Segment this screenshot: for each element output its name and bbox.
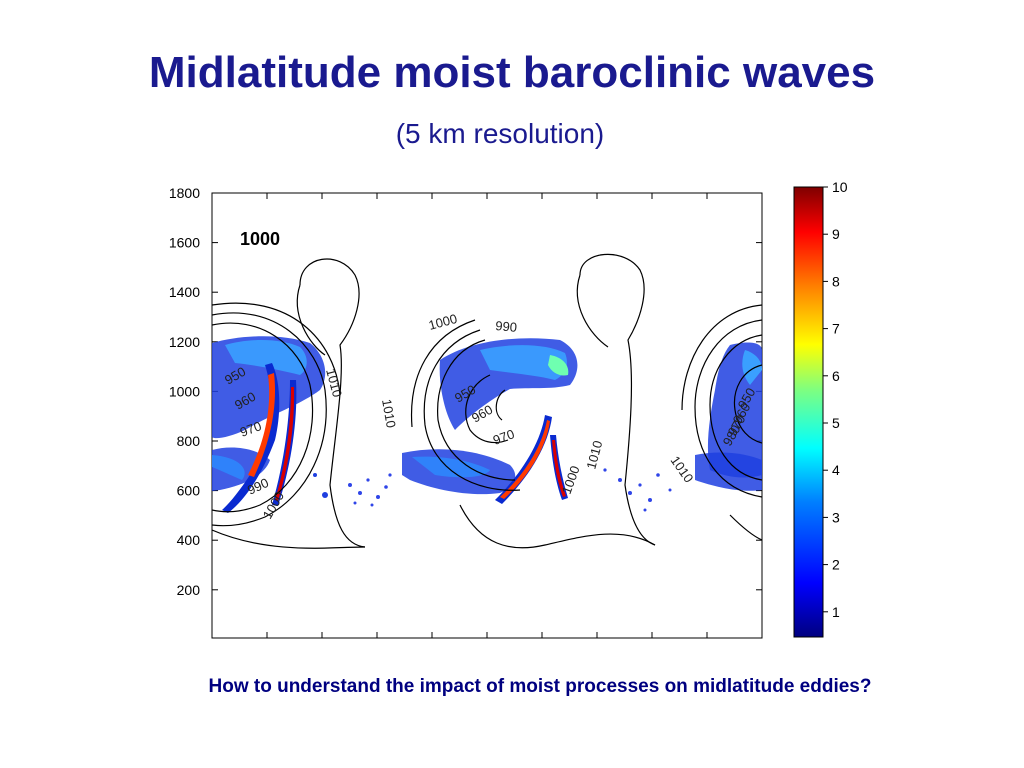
y-tick-label: 800	[177, 433, 201, 449]
contour-label: 970	[238, 418, 264, 440]
colorbar-tick-label: 1	[832, 604, 840, 620]
pressure-contours	[212, 253, 762, 549]
contour-label: 1010	[379, 398, 399, 429]
model-output-figure: 1800 1600 1400 1200 1000 800 600 400 200	[150, 175, 870, 645]
colorbar-tick-label: 7	[832, 321, 840, 337]
slide-subtitle: (5 km resolution)	[395, 118, 605, 149]
y-tick-label: 1800	[169, 185, 200, 201]
y-tick-label: 1600	[169, 235, 200, 251]
colorbar	[793, 186, 824, 638]
colorbar-tick-label: 6	[832, 368, 840, 384]
plot-frame	[211, 192, 763, 639]
colorbar-tick-label: 4	[832, 462, 840, 478]
slide-title: Midlatitude moist baroclinic waves	[148, 48, 876, 97]
y-tick-label: 1400	[169, 284, 200, 300]
precipitation-field	[212, 336, 762, 513]
contour-label: 970	[491, 426, 517, 448]
x-axis-ticks	[266, 193, 708, 638]
colorbar-tick-label: 2	[832, 557, 840, 573]
y-tick-label: 600	[177, 483, 201, 499]
slide-caption: How to understand the impact of moist pr…	[208, 676, 872, 697]
contour-label: 1000	[427, 311, 459, 333]
y-axis: 1800 1600 1400 1200 1000 800 600 400 200	[169, 185, 762, 598]
colorbar-tick-label: 8	[832, 273, 840, 289]
contour-label: 990	[495, 318, 518, 335]
y-tick-label: 200	[177, 582, 201, 598]
contour-label: 1010	[583, 439, 605, 471]
colorbar-ticks: 10 9 8 7 6 5 4 3 2 1	[823, 179, 848, 620]
colorbar-tick-label: 10	[832, 179, 848, 195]
colorbar-tick-label: 5	[832, 415, 840, 431]
colorbar-tick-label: 9	[832, 226, 840, 242]
colorbar-tick-label: 3	[832, 509, 840, 525]
y-tick-label: 1000	[169, 383, 200, 399]
figure-svg: 1800 1600 1400 1200 1000 800 600 400 200	[169, 179, 848, 639]
y-tick-label: 400	[177, 532, 201, 548]
contour-label: 1010	[323, 367, 345, 399]
y-tick-label: 1200	[169, 334, 200, 350]
panel-label: 1000	[240, 229, 280, 249]
